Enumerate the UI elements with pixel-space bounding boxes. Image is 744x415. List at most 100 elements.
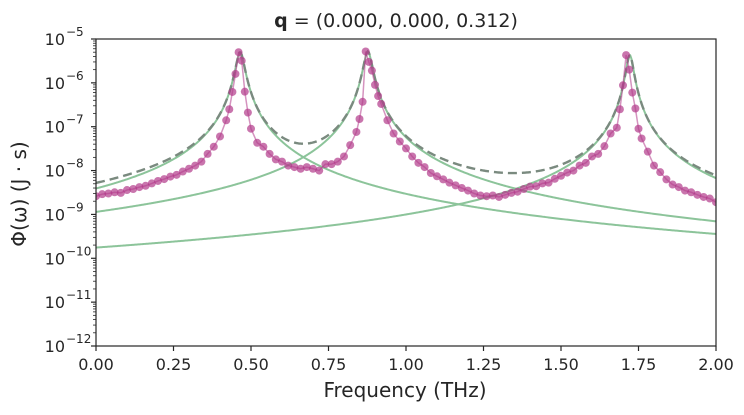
data-point xyxy=(470,189,479,198)
x-tick-label: 1.75 xyxy=(621,355,657,374)
data-point xyxy=(147,179,156,188)
data-point xyxy=(433,172,441,181)
data-point xyxy=(216,132,224,141)
data-point xyxy=(361,47,370,56)
data-point xyxy=(367,66,376,75)
data-point xyxy=(628,88,637,97)
data-point xyxy=(445,178,454,187)
data-point xyxy=(296,164,305,173)
data-point xyxy=(482,192,491,201)
data-point xyxy=(389,129,398,138)
data-point xyxy=(178,167,187,176)
data-point xyxy=(426,169,435,178)
x-tick-label: 0.25 xyxy=(156,355,192,374)
data-point xyxy=(495,192,503,201)
data-point xyxy=(569,166,578,175)
data-point xyxy=(265,149,274,158)
data-point xyxy=(637,134,646,143)
data-point xyxy=(395,137,404,146)
data-point xyxy=(519,185,528,193)
data-point xyxy=(563,168,572,177)
data-point xyxy=(513,187,522,196)
data-point xyxy=(302,163,311,172)
data-point xyxy=(588,152,596,161)
data-point xyxy=(321,160,330,169)
lorentzian-sum-fit xyxy=(96,49,716,185)
data-point xyxy=(104,189,113,198)
plot-area xyxy=(96,47,716,249)
y-axis-label: Φ(ω) (J · s) xyxy=(7,141,31,246)
data-point xyxy=(619,81,627,90)
data-point xyxy=(656,168,665,177)
x-tick-label: 0.00 xyxy=(78,355,114,374)
data-point xyxy=(674,183,683,192)
data-point xyxy=(225,105,234,114)
data-point xyxy=(507,188,516,197)
y-tick-exponent: −11 xyxy=(66,288,91,302)
data-point xyxy=(340,152,348,161)
y-tick-label: 10 xyxy=(45,337,65,356)
data-point xyxy=(197,157,206,166)
y-tick-exponent: −7 xyxy=(66,113,84,127)
data-point xyxy=(383,116,392,125)
data-point xyxy=(420,163,429,172)
data-point xyxy=(634,124,643,133)
data-point xyxy=(538,179,547,188)
data-point xyxy=(98,190,107,199)
data-point xyxy=(544,178,553,187)
y-tick-label: 10 xyxy=(45,293,65,312)
x-tick-label: 0.75 xyxy=(311,355,347,374)
data-point xyxy=(501,190,510,199)
data-point xyxy=(439,175,448,184)
data-point xyxy=(160,175,169,184)
data-point xyxy=(123,186,131,195)
y-tick-exponent: −8 xyxy=(66,157,84,171)
x-axis-label: Frequency (THz) xyxy=(323,378,486,402)
data-point xyxy=(271,155,280,164)
data-point xyxy=(526,182,534,191)
data-point xyxy=(240,87,249,96)
data-point xyxy=(172,170,181,179)
data-point xyxy=(243,108,252,117)
x-tick-label: 2.00 xyxy=(698,355,734,374)
x-tick-label: 1.00 xyxy=(388,355,424,374)
data-point xyxy=(154,176,162,185)
data-point xyxy=(662,175,671,184)
x-tick-label: 1.50 xyxy=(543,355,579,374)
data-point xyxy=(346,141,355,150)
data-point xyxy=(532,182,541,191)
data-point xyxy=(129,185,138,193)
y-tick-label: 10 xyxy=(45,162,65,181)
data-point xyxy=(278,157,286,166)
data-point xyxy=(166,172,175,181)
chart-title-rest: = (0.000, 0.000, 0.312) xyxy=(288,10,518,32)
data-point xyxy=(687,188,696,197)
data-point xyxy=(625,65,634,74)
data-point xyxy=(631,104,640,113)
data-point xyxy=(237,56,246,65)
data-point xyxy=(594,149,603,158)
x-tick-label: 1.25 xyxy=(466,355,502,374)
data-point xyxy=(203,149,212,158)
data-point xyxy=(374,92,383,101)
data-series-line xyxy=(96,51,716,203)
data-point xyxy=(110,188,119,197)
data-point xyxy=(228,87,237,96)
y-tick-label: 10 xyxy=(45,205,65,224)
chart-title-bold: q xyxy=(274,10,288,32)
data-point xyxy=(693,190,702,199)
data-point xyxy=(333,157,342,166)
data-point xyxy=(705,194,714,203)
data-point xyxy=(315,166,324,175)
data-point xyxy=(377,99,386,108)
y-tick-label: 10 xyxy=(45,30,65,49)
data-point xyxy=(191,161,200,170)
data-point xyxy=(355,114,364,123)
data-point xyxy=(284,161,293,170)
data-point xyxy=(185,164,193,173)
data-point xyxy=(408,152,417,161)
data-point xyxy=(606,129,615,138)
data-point xyxy=(575,161,584,170)
